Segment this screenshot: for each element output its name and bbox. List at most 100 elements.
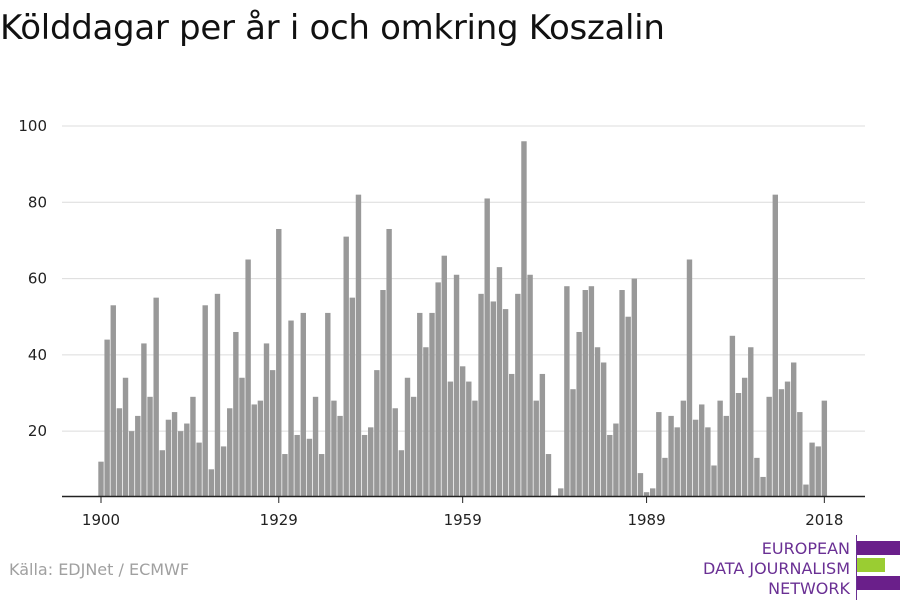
bar-1935 xyxy=(312,396,319,496)
bar-1912 xyxy=(171,412,178,496)
bar-1914 xyxy=(184,423,190,496)
bar-1985 xyxy=(619,290,625,496)
bar-1906 xyxy=(135,415,141,496)
bar-1916 xyxy=(196,442,202,496)
logo-text: EUROPEAN DATA JOURNALISM NETWORK xyxy=(703,539,850,599)
bar-1902 xyxy=(110,305,116,496)
source-note: Källa: EDJNet / ECMWF xyxy=(9,560,190,579)
bar-1926 xyxy=(257,400,264,496)
x-tick-label: 1900 xyxy=(82,511,120,529)
bar-1923 xyxy=(239,377,245,496)
bar-1988 xyxy=(637,473,644,496)
bar-1915 xyxy=(190,396,196,496)
bar-1938 xyxy=(331,400,337,496)
bar-1903 xyxy=(116,408,123,496)
y-tick-label: 80 xyxy=(28,193,47,211)
bar-1981 xyxy=(594,347,601,496)
bar-2005 xyxy=(741,377,748,496)
bar-1908 xyxy=(147,396,153,496)
bar-1946 xyxy=(380,290,386,496)
bar-2009 xyxy=(766,396,772,496)
bar-1933 xyxy=(300,312,306,496)
bar-2015 xyxy=(803,484,809,496)
logo-bar-purple-bottom xyxy=(857,576,900,590)
x-tick-label: 1989 xyxy=(627,511,665,529)
bar-1976 xyxy=(564,286,570,496)
bar-1913 xyxy=(177,431,184,496)
bar-1929 xyxy=(276,228,282,497)
logo-bar-purple-top xyxy=(857,541,900,555)
x-axis: 1900 1929 1959 1989 2018 xyxy=(62,495,865,529)
bar-1969 xyxy=(521,141,527,496)
bar-1907 xyxy=(141,343,147,496)
edjnet-logo[interactable]: EUROPEAN DATA JOURNALISM NETWORK xyxy=(700,535,900,600)
logo-divider xyxy=(856,535,857,600)
bar-1993 xyxy=(668,415,674,496)
bar-1954 xyxy=(429,312,435,496)
bar-1963 xyxy=(484,198,490,496)
bar-1934 xyxy=(306,438,313,496)
bar-1979 xyxy=(582,290,588,496)
bar-1924 xyxy=(245,259,251,496)
bar-1949 xyxy=(398,450,405,496)
bars xyxy=(98,141,828,497)
bar-1947 xyxy=(386,228,392,497)
bar-2017 xyxy=(815,446,821,496)
y-tick-label: 60 xyxy=(28,270,47,288)
bar-2002 xyxy=(723,415,729,496)
bar-1925 xyxy=(251,404,257,496)
bar-1910 xyxy=(159,450,165,496)
bar-1951 xyxy=(410,396,417,496)
bar-2016 xyxy=(809,442,815,496)
y-tick-label: 40 xyxy=(28,346,47,364)
chart-title: Kölddagar per år i och omkring Koszalin xyxy=(0,8,665,48)
bar-1917 xyxy=(202,305,208,496)
logo-line-3: NETWORK xyxy=(768,579,850,598)
bar-1943 xyxy=(361,434,368,496)
bar-1959 xyxy=(459,366,466,496)
bar-1958 xyxy=(453,274,460,496)
logo-line-2: DATA JOURNALISM xyxy=(703,559,850,578)
bar-1920 xyxy=(220,446,227,496)
bar-1983 xyxy=(607,434,613,496)
bar-1991 xyxy=(656,412,662,496)
bar-1936 xyxy=(318,454,325,496)
y-axis-labels: 20 40 60 80 100 xyxy=(18,117,47,440)
x-tick-label: 2018 xyxy=(805,511,843,529)
bar-1944 xyxy=(368,427,374,496)
bar-1992 xyxy=(662,457,668,496)
bar-2004 xyxy=(735,393,742,496)
bar-1977 xyxy=(570,389,576,496)
x-tick-label: 1929 xyxy=(260,511,298,529)
bar-2000 xyxy=(711,465,717,496)
bar-1987 xyxy=(631,278,638,496)
bar-1973 xyxy=(545,454,552,496)
bar-2010 xyxy=(772,194,778,496)
bar-1941 xyxy=(349,297,356,496)
bar-1989 xyxy=(643,492,650,496)
bar-1900 xyxy=(98,461,104,496)
bar-1960 xyxy=(466,381,472,496)
bar-2003 xyxy=(729,335,736,496)
bar-1939 xyxy=(337,415,343,496)
bar-1956 xyxy=(441,255,447,496)
bar-1982 xyxy=(600,362,607,496)
bar-1968 xyxy=(515,293,521,496)
bar-1971 xyxy=(533,400,539,496)
bar-1931 xyxy=(288,320,294,496)
y-tick-label: 20 xyxy=(28,422,47,440)
bar-2014 xyxy=(797,412,803,496)
bar-1990 xyxy=(650,488,656,496)
bar-1972 xyxy=(539,373,546,496)
x-tick-label: 1959 xyxy=(444,511,482,529)
bar-1997 xyxy=(692,419,699,496)
bar-1965 xyxy=(496,267,503,496)
bar-1950 xyxy=(404,377,411,496)
bar-1901 xyxy=(104,339,110,496)
bar-1953 xyxy=(423,347,429,496)
bar-2006 xyxy=(748,347,754,496)
bar-1962 xyxy=(478,293,484,496)
bar-2008 xyxy=(760,476,766,496)
bar-1966 xyxy=(502,309,509,496)
bar-1911 xyxy=(165,419,172,496)
